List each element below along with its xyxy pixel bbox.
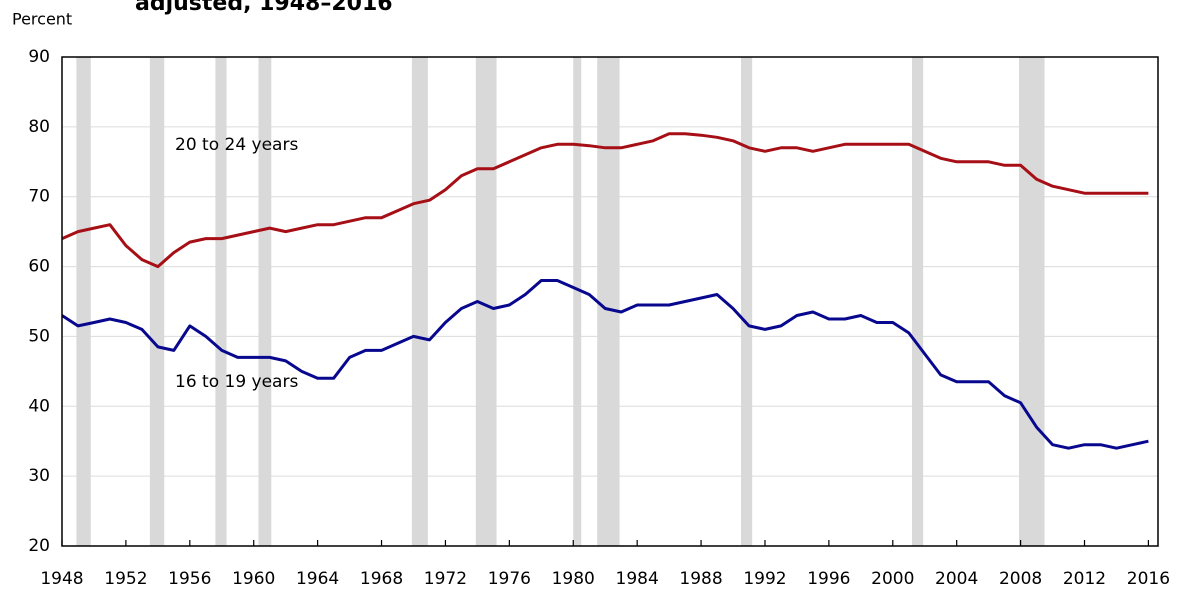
y-tick-label: 90 (28, 47, 50, 67)
x-tick-label: 1988 (679, 569, 722, 589)
y-tick-label: 20 (28, 536, 50, 556)
recession-shade (411, 57, 428, 546)
x-tick-label: 2016 (1127, 569, 1170, 589)
recession-shade (76, 57, 91, 546)
y-tick-label: 70 (28, 187, 50, 207)
x-tick-label: 2000 (871, 569, 914, 589)
x-tick-label: 1968 (360, 569, 403, 589)
x-tick-label: 2012 (1063, 569, 1106, 589)
x-tick-label: 1956 (168, 569, 211, 589)
series-label: 20 to 24 years (175, 135, 298, 155)
chart-title: adjusted, 1948–2016 (135, 0, 393, 16)
recession-shade (149, 57, 165, 546)
recession-shade (573, 57, 582, 546)
y-tick-label: 80 (28, 117, 50, 137)
y-tick-label: 30 (28, 466, 50, 486)
recession-shade (258, 57, 272, 546)
y-tick-label: 60 (28, 257, 50, 277)
series-line (61, 279, 1149, 450)
series-line (61, 132, 1149, 269)
recession-shade (475, 57, 497, 546)
x-tick-label: 1984 (616, 569, 659, 589)
x-tick-label: 1952 (104, 569, 147, 589)
series-label: 16 to 19 years (175, 372, 298, 392)
x-tick-label: 2004 (935, 569, 978, 589)
plot-frame (61, 56, 1159, 547)
x-tick-label: 1996 (807, 569, 850, 589)
recession-shade (597, 57, 620, 546)
x-tick-label: 2008 (999, 569, 1042, 589)
recession-shade (741, 57, 753, 546)
recession-shade (1019, 57, 1045, 546)
x-tick-label: 1948 (40, 569, 83, 589)
y-axis-label: Percent (12, 10, 72, 29)
recession-shade (215, 57, 227, 546)
y-tick-label: 40 (28, 396, 50, 416)
x-tick-label: 1992 (743, 569, 786, 589)
x-tick-label: 1960 (232, 569, 275, 589)
x-tick-label: 1976 (488, 569, 531, 589)
x-tick-label: 1972 (424, 569, 467, 589)
x-tick-label: 1980 (552, 569, 595, 589)
recession-shade (911, 57, 924, 546)
y-tick-label: 50 (28, 326, 50, 346)
x-tick-label: 1964 (296, 569, 339, 589)
